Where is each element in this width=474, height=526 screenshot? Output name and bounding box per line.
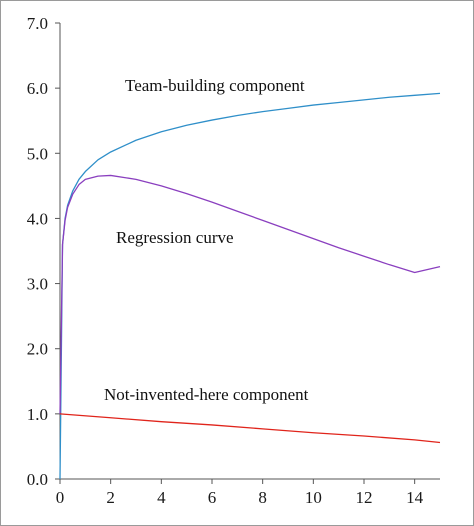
series-line-regression-curve [59, 174, 441, 414]
y-tick-label: 2.0 [27, 340, 48, 359]
annotation-not-invented-here: Not-invented-here component [104, 385, 309, 404]
annotation-team-building: Team-building component [125, 76, 305, 95]
x-tick-label: 12 [356, 488, 373, 507]
y-tick-label: 6.0 [27, 79, 48, 98]
series-lines [59, 92, 441, 480]
series-line-not-invented-here-component [59, 413, 441, 444]
y-tick-label: 7.0 [27, 14, 48, 33]
y-ticks: 0.0 1.0 2.0 3.0 4.0 5.0 6.0 7.0 [27, 14, 60, 489]
y-tick-label: 4.0 [27, 209, 48, 228]
x-ticks: 0 2 4 6 8 10 12 14 [56, 479, 424, 507]
y-tick-label: 5.0 [27, 144, 48, 163]
x-tick-label: 0 [56, 488, 65, 507]
x-tick-label: 2 [106, 488, 115, 507]
annotation-regression-curve: Regression curve [116, 228, 234, 247]
x-tick-label: 8 [258, 488, 267, 507]
series-line-team-building-component [59, 92, 441, 480]
y-tick-label: 0.0 [27, 470, 48, 489]
y-tick-label: 3.0 [27, 275, 48, 294]
x-tick-label: 10 [305, 488, 322, 507]
y-tick-label: 1.0 [27, 405, 48, 424]
x-tick-label: 14 [406, 488, 424, 507]
x-tick-label: 6 [208, 488, 217, 507]
x-tick-label: 4 [157, 488, 166, 507]
